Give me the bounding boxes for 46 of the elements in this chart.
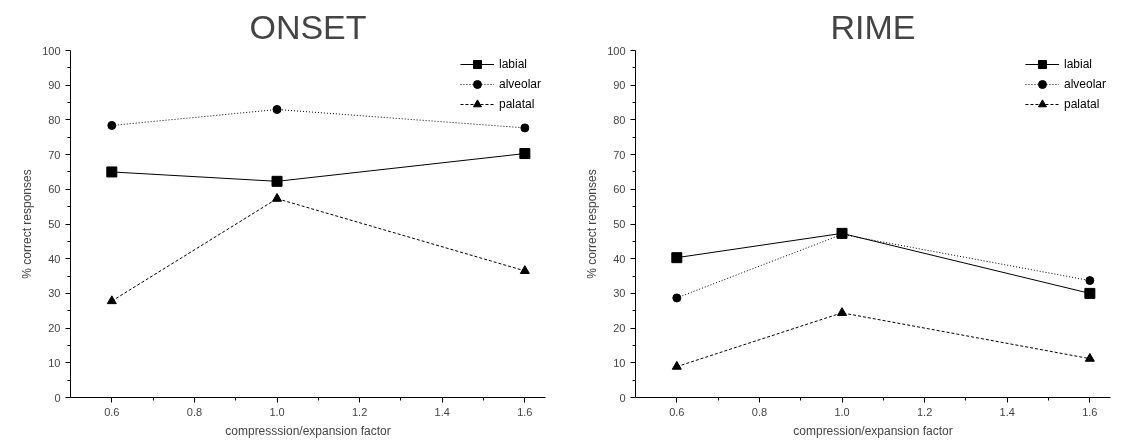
y-tick-label: 70 [48,148,61,161]
chart-title: RIME [830,7,916,46]
x-axis-title: compresssion/expansion factor [225,423,391,438]
x-tick-label: 1.0 [269,405,285,418]
y-tick-label: 90 [613,79,626,92]
x-tick-label: 1.6 [517,405,533,418]
y-tick-label: 20 [613,322,626,335]
y-tick-label: 60 [613,183,626,196]
x-tick-label: 0.8 [186,405,203,418]
y-tick-label: 100 [42,44,61,57]
legend-label: labial [498,56,527,73]
x-tick-label: 1.2 [916,405,933,418]
legend-label: palatal [1063,96,1100,113]
y-tick-label: 40 [48,252,61,265]
x-tick-label: 0.6 [669,405,685,418]
x-tick-label: 1.4 [999,405,1015,418]
legend-label: alveolar [498,76,541,93]
y-tick-label: 60 [48,183,61,196]
y-axis-title: % correct responses [585,169,600,279]
y-tick-label: 40 [613,252,626,265]
y-tick-label: 90 [48,79,61,92]
y-tick-label: 50 [613,218,626,230]
y-tick-label: 0 [54,391,61,404]
x-tick-label: 0.6 [104,405,120,418]
x-tick-label: 1.6 [1082,405,1098,418]
legend-label: palatal [498,96,535,113]
y-tick-label: 50 [48,218,61,230]
y-tick-label: 80 [48,113,61,126]
x-tick-label: 1.0 [834,405,850,418]
y-tick-label: 10 [48,356,61,369]
legend-label: alveolar [1063,76,1106,93]
y-tick-label: 30 [48,287,61,300]
x-tick-label: 1.2 [351,405,368,418]
y-tick-label: 10 [613,356,626,369]
chart-title: ONSET [249,7,367,46]
legend-label: labial [1063,56,1092,73]
y-tick-label: 20 [48,322,61,335]
y-tick-label: 0 [619,391,626,404]
x-axis-title: compression/expansion factor [793,423,953,438]
y-tick-label: 80 [613,113,626,126]
x-tick-label: 1.4 [434,405,450,418]
y-tick-label: 70 [613,148,626,161]
y-tick-label: 30 [613,287,626,300]
y-axis-title: % correct responses [20,169,35,279]
x-tick-label: 0.8 [751,405,768,418]
y-tick-label: 100 [607,44,626,57]
